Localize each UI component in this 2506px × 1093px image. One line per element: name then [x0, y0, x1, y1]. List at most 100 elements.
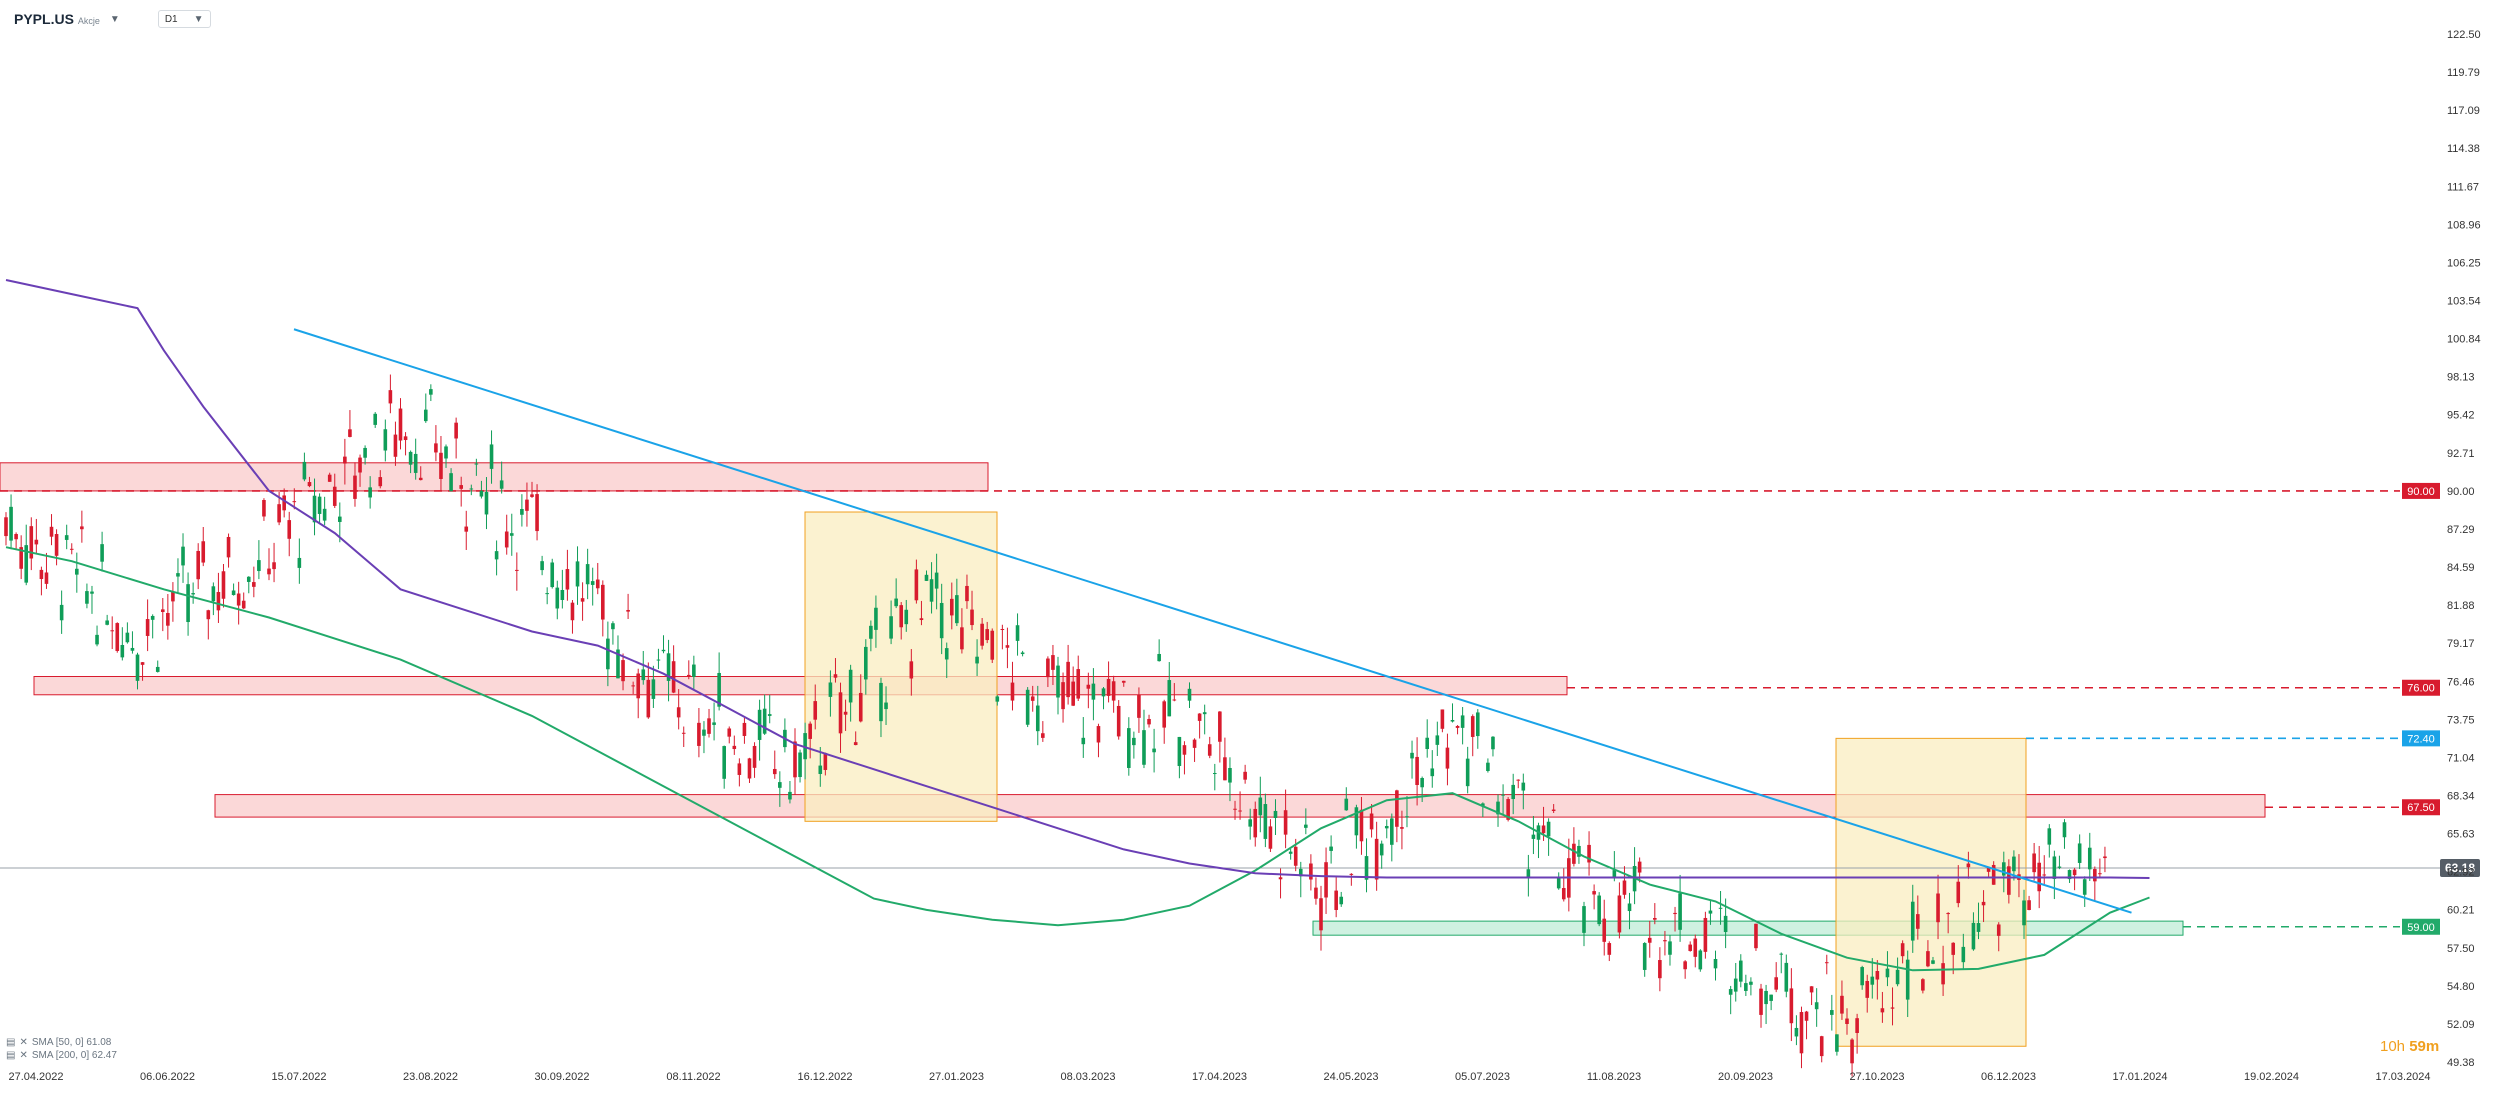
candle-body [1642, 943, 1647, 970]
candle-body [1835, 1034, 1839, 1052]
candle-body [1789, 988, 1794, 1024]
candle-body [631, 685, 635, 687]
candle-body [348, 429, 352, 437]
settings-icon[interactable]: ▤ [6, 1050, 16, 1061]
candle-body [1440, 709, 1445, 729]
candle-body [692, 664, 696, 677]
candle-body [1506, 799, 1510, 820]
close-icon[interactable]: ✕ [19, 1050, 28, 1061]
candle-body [14, 534, 18, 540]
candle-body [100, 544, 104, 562]
candle-body [778, 782, 782, 788]
candle-body [393, 434, 398, 457]
candle-body [1875, 971, 1880, 980]
candle-body [135, 654, 140, 681]
candle-body [403, 436, 408, 441]
candle-body [383, 429, 388, 451]
candle-body [2022, 900, 2026, 926]
y-tick-label: 98.13 [2447, 372, 2475, 384]
legend-item-sma50[interactable]: ▤ ✕ SMA [50, 0] 61.08 [6, 1036, 117, 1049]
candle-body [1298, 868, 1303, 877]
candle-body [874, 607, 878, 630]
candle-body [1991, 864, 1996, 885]
candle-body [1819, 1036, 1824, 1057]
candle-body [1041, 733, 1045, 738]
candle-body [960, 627, 964, 650]
settings-icon[interactable]: ▤ [6, 1037, 16, 1048]
candle-body [1248, 819, 1252, 827]
candle-body [818, 765, 823, 774]
candle-body [1354, 807, 1359, 836]
candle-body [2057, 866, 2062, 868]
close-icon[interactable]: ✕ [19, 1037, 28, 1048]
candle-body [1653, 917, 1657, 920]
candle-body [363, 447, 367, 458]
candle-body [322, 508, 327, 521]
candle-body [302, 461, 307, 480]
candle-body [252, 582, 256, 587]
candle-body [1880, 1008, 1885, 1013]
candle-body [1405, 816, 1409, 818]
candle-body [317, 496, 322, 514]
candle-body [155, 666, 160, 672]
legend-label: SMA [200, 0] 62.47 [31, 1050, 117, 1061]
candle-body [955, 595, 959, 624]
candle-body [2032, 853, 2036, 873]
candle-body [1369, 813, 1374, 830]
candle-body [1794, 1027, 1799, 1037]
candle-body [160, 609, 165, 612]
candle-body [24, 545, 29, 583]
candle-body [85, 591, 89, 604]
candle-body [1754, 923, 1758, 949]
candle-body [1455, 725, 1460, 728]
candle-body [1931, 960, 1935, 964]
candle-body [929, 579, 934, 602]
candle-body [1602, 918, 1607, 942]
y-tick-label: 114.38 [2447, 143, 2480, 155]
candle-body [1885, 968, 1890, 978]
candle-body [1814, 1002, 1819, 1010]
timeframe-select[interactable]: D1 ▼ [157, 10, 211, 28]
candle-body [1010, 682, 1015, 701]
candle-body [378, 477, 383, 487]
candle-body [368, 487, 372, 498]
candle-body [221, 571, 226, 599]
candle-body [1658, 960, 1662, 979]
symbol-name[interactable]: PYPL.US [14, 11, 74, 27]
candle-body [1526, 869, 1531, 877]
y-tick-label: 95.42 [2447, 410, 2475, 422]
x-tick-label: 16.12.2022 [797, 1071, 852, 1083]
timeframe-value: D1 [164, 13, 178, 25]
candle-body [1840, 995, 1844, 1014]
candle-body [9, 506, 13, 541]
x-tick-label: 17.04.2023 [1192, 1071, 1247, 1083]
candle-body [1592, 891, 1596, 895]
candle-body [1329, 846, 1333, 851]
candle-body [1799, 1012, 1804, 1054]
candle-body [798, 752, 802, 778]
candle-body [171, 591, 175, 602]
legend-item-sma200[interactable]: ▤ ✕ SMA [200, 0] 62.47 [6, 1049, 117, 1062]
y-tick-label: 73.75 [2447, 714, 2475, 726]
candle-body [95, 634, 99, 645]
last-price-label: 63.18 [2445, 861, 2475, 875]
candle-body [327, 474, 332, 482]
symbol-type: Akcje [77, 16, 100, 26]
candle-body [1582, 906, 1586, 933]
candle-body [823, 752, 828, 770]
candle-body [494, 551, 499, 560]
candle-body [1081, 737, 1086, 745]
candle-body [853, 742, 858, 746]
candle-body [1157, 653, 1161, 662]
candle-body [2062, 822, 2067, 838]
candle-body [1410, 752, 1414, 759]
candle-body [2001, 862, 2006, 876]
symbol-dropdown-icon[interactable]: ▼ [109, 13, 120, 25]
x-tick-label: 08.03.2023 [1060, 1071, 1115, 1083]
candle-body [1597, 895, 1601, 925]
candle-body [1420, 778, 1424, 788]
candle-body [646, 679, 651, 718]
candle-body [833, 674, 838, 678]
candle-body [985, 629, 989, 641]
